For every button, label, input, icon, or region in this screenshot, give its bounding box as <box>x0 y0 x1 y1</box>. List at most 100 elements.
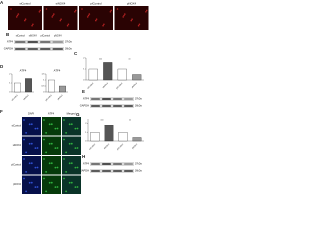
cell-spot <box>74 166 77 169</box>
cell-spot <box>70 123 73 126</box>
x-tick-label: pNOX4 <box>132 143 139 150</box>
fluorescence-image <box>62 117 81 136</box>
band <box>102 105 111 107</box>
blot-strip <box>90 169 134 173</box>
fluorescence-image <box>43 6 78 30</box>
cell-spot <box>25 151 27 154</box>
cell-spot <box>34 186 37 189</box>
y-tick-label: 0 <box>85 141 87 143</box>
cell-spot <box>54 166 57 169</box>
bar <box>90 132 100 142</box>
band-size: 37kDa <box>65 42 72 44</box>
cell-spot <box>54 127 57 130</box>
cell-spot <box>34 147 37 150</box>
cell-spot <box>31 24 33 27</box>
cell-spot <box>25 132 27 134</box>
cell-spot <box>30 142 33 145</box>
cell-spot <box>45 8 48 10</box>
cell-spot <box>43 177 45 180</box>
panel-label: H <box>82 154 85 159</box>
cell-spot <box>56 127 59 130</box>
panel-label: A <box>0 0 4 5</box>
lane-label: siControl <box>16 35 26 38</box>
cell-spot <box>123 14 125 17</box>
cell-spot <box>45 190 47 193</box>
band <box>15 48 26 50</box>
cell-spot <box>36 186 39 188</box>
image-label: pIControl <box>90 2 102 6</box>
cell-spot <box>34 166 37 169</box>
bar <box>59 85 66 93</box>
blot-strip <box>90 162 134 166</box>
cell-spot <box>36 127 39 130</box>
cell-spot <box>24 19 26 22</box>
cell-spot <box>56 166 59 169</box>
fluorescence-image <box>22 156 41 175</box>
cell-spot <box>122 16 124 18</box>
cell-spot <box>63 138 65 141</box>
fluorescence-image <box>62 175 81 194</box>
cell-spot <box>103 23 105 26</box>
x-tick-label: siControl <box>87 82 95 90</box>
band <box>27 48 38 50</box>
fluorescence-image <box>42 175 61 194</box>
cell-spot <box>70 142 73 145</box>
bar <box>48 79 55 93</box>
band <box>113 98 122 100</box>
cell-spot <box>30 162 33 165</box>
cell-spot <box>50 162 53 165</box>
bar <box>117 68 127 81</box>
band <box>113 105 122 107</box>
fluorescence-image <box>42 136 61 155</box>
cell-spot <box>48 123 51 126</box>
cell-spot <box>30 181 33 184</box>
cell-spot <box>65 190 67 193</box>
cell-spot <box>28 142 31 145</box>
cell-spot <box>63 177 65 180</box>
fluorescence-image <box>8 6 42 30</box>
cell-spot <box>131 18 133 21</box>
cell-spot <box>76 166 79 169</box>
cell-spot <box>43 119 45 121</box>
cell-spot <box>25 190 27 193</box>
fluorescence-image <box>42 117 61 136</box>
band-label: ATF4 <box>83 97 90 101</box>
bar <box>118 132 128 142</box>
cell-spot <box>32 23 34 26</box>
band-size: 36kDa <box>135 171 142 173</box>
cell-spot <box>15 16 18 18</box>
cell-spot <box>74 147 77 150</box>
cell-spot <box>36 147 39 149</box>
cell-spot <box>10 8 12 10</box>
cell-spot <box>138 23 141 26</box>
cell-spot <box>48 142 51 145</box>
x-tick-label: siControl <box>11 94 19 102</box>
row-label: pIControl <box>11 164 21 167</box>
cell-spot <box>74 186 77 189</box>
band <box>124 163 133 165</box>
y-tick-label: 0.5 <box>41 86 45 88</box>
cell-spot <box>95 19 97 22</box>
band-size: 37kDa <box>135 164 142 166</box>
x-tick-label: pIControl <box>45 94 53 102</box>
cell-spot <box>65 151 67 154</box>
band-label: GAPDH <box>80 104 89 108</box>
cell-spot <box>76 147 79 149</box>
cell-spot <box>51 16 53 18</box>
blot-strip <box>14 47 64 51</box>
cell-spot <box>23 138 25 141</box>
y-tick-label: 1.5 <box>41 74 45 76</box>
cell-spot <box>52 14 54 17</box>
cell-spot <box>110 9 112 12</box>
cell-spot <box>68 162 71 165</box>
blot-strip <box>14 40 64 44</box>
cell-spot <box>145 9 148 12</box>
fluorescence-image <box>62 156 81 175</box>
cell-spot <box>95 18 98 21</box>
cell-spot <box>24 18 27 21</box>
y-tick-label: 2 <box>85 123 87 125</box>
cell-spot <box>70 181 73 184</box>
cell-spot <box>34 127 37 130</box>
cell-spot <box>39 9 41 12</box>
cell-spot <box>54 186 57 189</box>
